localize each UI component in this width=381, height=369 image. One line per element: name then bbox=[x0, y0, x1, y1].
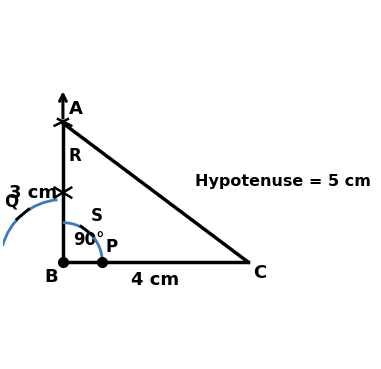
Text: R: R bbox=[69, 147, 81, 165]
Text: 4 cm: 4 cm bbox=[131, 270, 179, 289]
Text: S: S bbox=[91, 207, 103, 225]
Text: Hypotenuse = 5 cm: Hypotenuse = 5 cm bbox=[195, 173, 371, 189]
Text: 90°: 90° bbox=[73, 231, 105, 249]
Text: P: P bbox=[105, 238, 117, 256]
Text: 3 cm: 3 cm bbox=[9, 184, 57, 201]
Text: Q: Q bbox=[4, 193, 18, 210]
Text: B: B bbox=[45, 268, 58, 286]
Text: A: A bbox=[69, 100, 82, 118]
Text: C: C bbox=[253, 264, 266, 282]
